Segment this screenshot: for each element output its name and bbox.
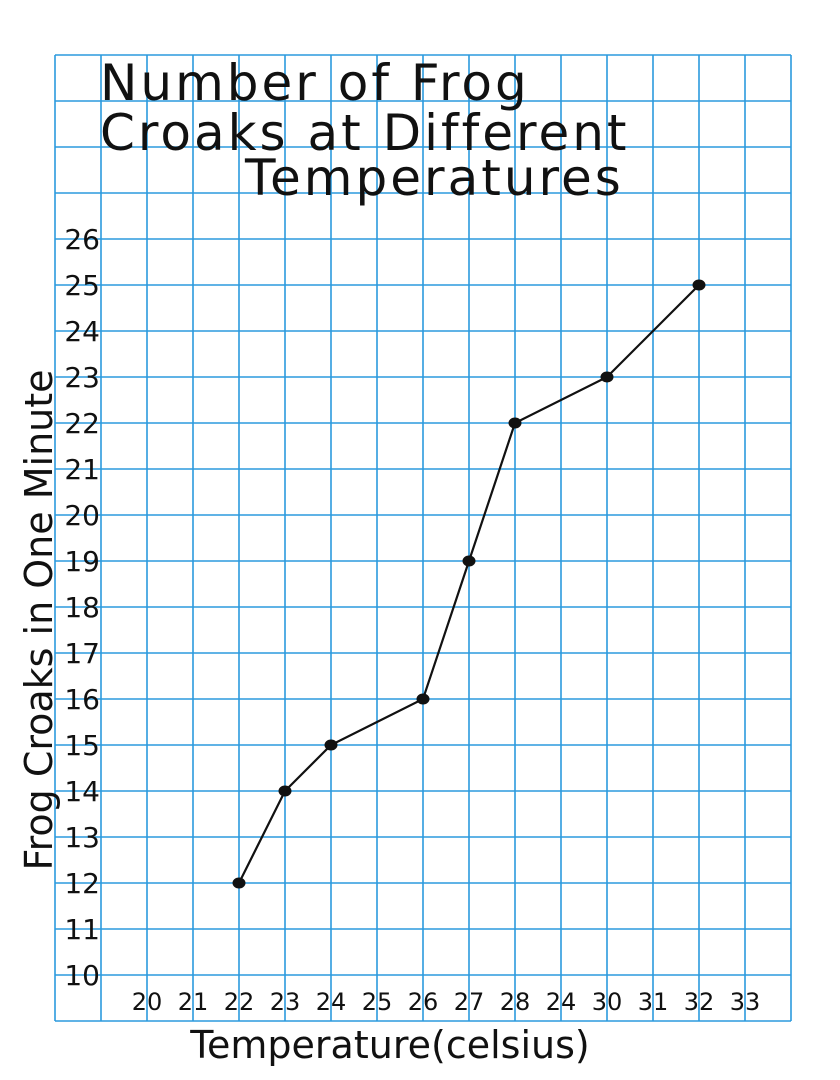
x-tick-label: 33	[730, 988, 761, 1016]
data-series	[232, 279, 706, 889]
x-tick-label: 21	[178, 988, 209, 1016]
y-tick-label: 20	[64, 499, 100, 532]
y-tick-label: 12	[64, 867, 100, 900]
data-point	[416, 693, 430, 705]
y-tick-label: 22	[64, 407, 100, 440]
x-tick-label: 26	[408, 988, 439, 1016]
x-tick-label: 27	[454, 988, 485, 1016]
x-tick-label: 24	[316, 988, 347, 1016]
x-tick-label: 25	[362, 988, 393, 1016]
y-tick-label: 11	[64, 913, 100, 946]
x-axis-label: Temperature(celsius)	[189, 1023, 589, 1067]
title-line-2: Croaks at Different	[100, 104, 630, 162]
y-tick-label: 17	[64, 637, 100, 670]
data-point	[232, 877, 246, 889]
y-tick-label: 10	[64, 959, 100, 992]
x-tick-label: 32	[684, 988, 715, 1016]
data-point	[324, 739, 338, 751]
y-tick-label: 16	[64, 683, 100, 716]
data-point	[600, 371, 614, 383]
x-tick-label: 31	[638, 988, 669, 1016]
y-axis-label: Frog Croaks in One Minute	[17, 369, 61, 870]
title-line-1: Number of Frog	[100, 54, 530, 112]
x-tick-label: 24	[546, 988, 577, 1016]
graph-paper-grid	[54, 54, 792, 1022]
data-point	[692, 279, 706, 291]
y-tick-label: 18	[64, 591, 100, 624]
x-tick-label: 30	[592, 988, 623, 1016]
data-point	[462, 555, 476, 567]
data-point	[278, 785, 292, 797]
y-tick-label: 15	[64, 729, 100, 762]
y-tick-label: 13	[64, 821, 100, 854]
y-tick-label: 24	[64, 315, 100, 348]
y-tick-label: 14	[64, 775, 100, 808]
x-tick-labels: 20 21 22 23 24 25 26 27 28 24 30 31 32 33	[132, 988, 761, 1016]
y-tick-label: 23	[64, 361, 100, 394]
x-tick-label: 22	[224, 988, 255, 1016]
data-point	[508, 417, 522, 429]
y-tick-labels: 10 11 12 13 14 15 16 17 18 19 20 21 22 23 24 25 26	[64, 223, 100, 992]
x-tick-label: 20	[132, 988, 163, 1016]
chart-title: Number of Frog Croaks at Different Tempe…	[100, 54, 630, 207]
y-tick-label: 21	[64, 453, 100, 486]
y-tick-label: 25	[64, 269, 100, 302]
y-tick-label: 19	[64, 545, 100, 578]
x-tick-label: 23	[270, 988, 301, 1016]
series-line	[238, 284, 700, 884]
title-line-3: Temperatures	[244, 149, 624, 207]
x-tick-label: 28	[500, 988, 531, 1016]
y-tick-label: 26	[64, 223, 100, 256]
